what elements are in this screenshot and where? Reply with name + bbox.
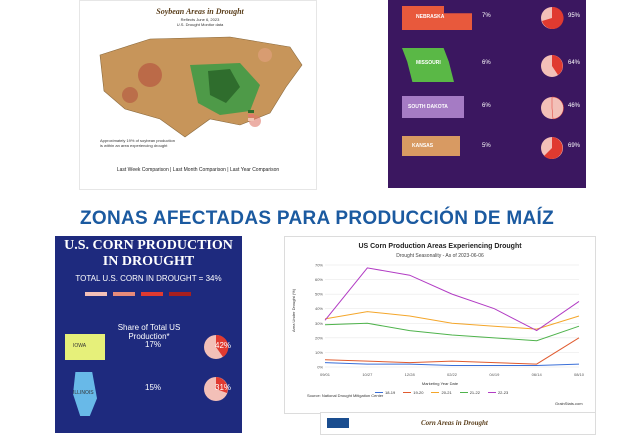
share-of-production-label: Share of Total US Production* bbox=[117, 323, 181, 341]
illinois-share: 15% bbox=[145, 383, 162, 392]
chart-subtitle: Drought Seasonality - As of 2023-06-06 bbox=[396, 253, 484, 259]
pie-icon bbox=[541, 96, 564, 120]
iowa-share: 17% bbox=[145, 340, 162, 349]
state-name: MISSOURI bbox=[416, 60, 441, 66]
chart-brand: GrainStats.com bbox=[555, 401, 583, 406]
y-tick-label: 40% bbox=[315, 306, 323, 311]
corn-drought-map-panel: Corn Areas in Drought bbox=[320, 412, 596, 435]
state-drought-value: 64% bbox=[568, 60, 581, 66]
corn-map-title: Corn Areas in Drought bbox=[421, 419, 488, 427]
map-legend bbox=[248, 109, 288, 129]
south-dakota-shape bbox=[402, 96, 464, 118]
state-name: KANSAS bbox=[412, 143, 434, 149]
x-tick-label: 09/01 bbox=[320, 372, 331, 377]
soybean-map-source: U.S. Drought Monitor data bbox=[176, 22, 224, 27]
legend-item: 20-21 bbox=[431, 390, 452, 395]
series-line-21-22 bbox=[324, 322, 580, 342]
iowa-shape: IOWA bbox=[65, 334, 105, 360]
y-tick-label: 50% bbox=[315, 292, 323, 297]
legend-swatch bbox=[431, 392, 440, 393]
legend-item: 22-23 bbox=[487, 390, 509, 395]
line-chart: 0% 10% 20% 30% 40% 50% 60% 70% 09/01 10/27 12/28 02… bbox=[315, 263, 585, 378]
series-line-22-23 bbox=[324, 267, 580, 332]
corn-panel-title: U.S. CORN PRODUCTION IN DROUGHT bbox=[55, 238, 242, 270]
state-row-south-dakota: SOUTH DAKOTA 6% 46% bbox=[402, 96, 582, 126]
state-row-nebraska: NEBRASKA 7% 95% bbox=[402, 6, 582, 36]
corn-total-drought: TOTAL U.S. CORN IN DROUGHT = 34% bbox=[75, 274, 222, 283]
legend-label: 21-22 bbox=[469, 390, 480, 395]
x-tick-label: 12/28 bbox=[405, 372, 416, 377]
x-tick-label: 04/19 bbox=[489, 372, 500, 377]
state-share: 6% bbox=[482, 60, 491, 66]
chart-source: Source: National Drought Mitigation Cent… bbox=[307, 393, 384, 398]
soybean-drought-panel: Soybean Areas in Drought Reflects June 6… bbox=[79, 0, 317, 190]
state-name: IOWA bbox=[73, 343, 87, 349]
soybean-map-subtitle: Reflects June 6, 2023 U.S. Drought Monit… bbox=[140, 17, 260, 27]
series-line-20-21 bbox=[324, 311, 580, 330]
y-tick-label: 30% bbox=[315, 321, 323, 326]
chart-y-axis-label: Area Under Drought (%) bbox=[291, 288, 296, 332]
legend-label: 18-19 bbox=[385, 390, 396, 395]
chart-legend: 18-19 19-20 20-21 21-22 22-23 bbox=[375, 390, 545, 395]
y-tick-label: 60% bbox=[315, 277, 323, 282]
x-tick-label: 08/10 bbox=[574, 372, 585, 377]
legend-label: 19-20 bbox=[413, 390, 424, 395]
comparison-links[interactable]: Last Week Comparison | Last Month Compar… bbox=[116, 167, 280, 173]
state-drought-value: 69% bbox=[568, 143, 581, 149]
legend-label: 22-23 bbox=[497, 390, 509, 395]
chart-x-axis-label: Marketing Year Date bbox=[421, 381, 459, 386]
state-drought-value: 95% bbox=[568, 13, 581, 19]
illinois-drought-value: 31% bbox=[215, 383, 232, 392]
corn-title-line1: U.S. CORN PRODUCTION bbox=[64, 238, 233, 253]
legend-item: 21-22 bbox=[459, 390, 480, 395]
soybean-map-date: Reflects June 6, 2023 bbox=[180, 17, 220, 22]
pie-icon bbox=[541, 55, 563, 77]
soybean-note: Approximately 19% of soybean production … bbox=[100, 138, 175, 148]
chart-title: US Corn Production Areas Experiencing Dr… bbox=[358, 243, 522, 250]
corn-production-panel: U.S. CORN PRODUCTION IN DROUGHT TOTAL U.… bbox=[55, 236, 242, 433]
y-tick-label: 20% bbox=[315, 335, 323, 340]
state-name: NEBRASKA bbox=[416, 14, 445, 20]
series-line-19-20 bbox=[324, 337, 580, 365]
kansas-shape bbox=[402, 136, 460, 156]
x-tick-label: 10/27 bbox=[362, 372, 373, 377]
legend-item: 19-20 bbox=[403, 390, 423, 395]
drought-line-chart-panel: US Corn Production Areas Experiencing Dr… bbox=[284, 236, 596, 414]
legend-swatch bbox=[487, 392, 496, 393]
y-tick-label: 70% bbox=[315, 263, 323, 268]
usda-logo bbox=[327, 418, 349, 428]
state-share: 6% bbox=[482, 103, 491, 109]
state-drought-panel: NEBRASKA 7% 95% MISSOURI 6% 64% SOUTH DA… bbox=[388, 0, 586, 188]
pie-icon bbox=[541, 6, 564, 29]
legend-swatch bbox=[459, 392, 468, 393]
pie-icon bbox=[204, 377, 228, 401]
state-share: 7% bbox=[482, 13, 491, 19]
state-row-missouri: MISSOURI 6% 64% bbox=[402, 48, 582, 82]
section-heading: ZONAS AFECTADAS PARA PRODUCCIÓN DE MAÍZ bbox=[79, 208, 555, 229]
y-tick-label: 0% bbox=[317, 365, 323, 370]
y-tick-label: 10% bbox=[315, 350, 323, 355]
legend-item: 18-19 bbox=[375, 390, 395, 395]
state-drought-value: 46% bbox=[568, 103, 581, 109]
state-name: ILLINOIS bbox=[73, 390, 94, 396]
legend-label: 20-21 bbox=[441, 390, 452, 395]
series-line-18-19 bbox=[324, 362, 580, 367]
state-row-kansas: KANSAS 5% 69% bbox=[402, 136, 582, 166]
iowa-drought-value: 42% bbox=[215, 341, 232, 350]
legend-swatch bbox=[375, 392, 383, 393]
state-name: SOUTH DAKOTA bbox=[408, 104, 448, 110]
drought-category-legend bbox=[85, 292, 215, 300]
pie-icon bbox=[541, 137, 563, 159]
legend-swatch bbox=[403, 392, 412, 393]
state-share: 5% bbox=[482, 143, 491, 149]
soybean-map-title: Soybean Areas in Drought bbox=[156, 7, 244, 16]
x-tick-label: 02/22 bbox=[447, 372, 458, 377]
pie-icon bbox=[204, 334, 229, 359]
x-tick-label: 06/14 bbox=[532, 372, 543, 377]
corn-title-line2: IN DROUGHT bbox=[102, 254, 195, 269]
